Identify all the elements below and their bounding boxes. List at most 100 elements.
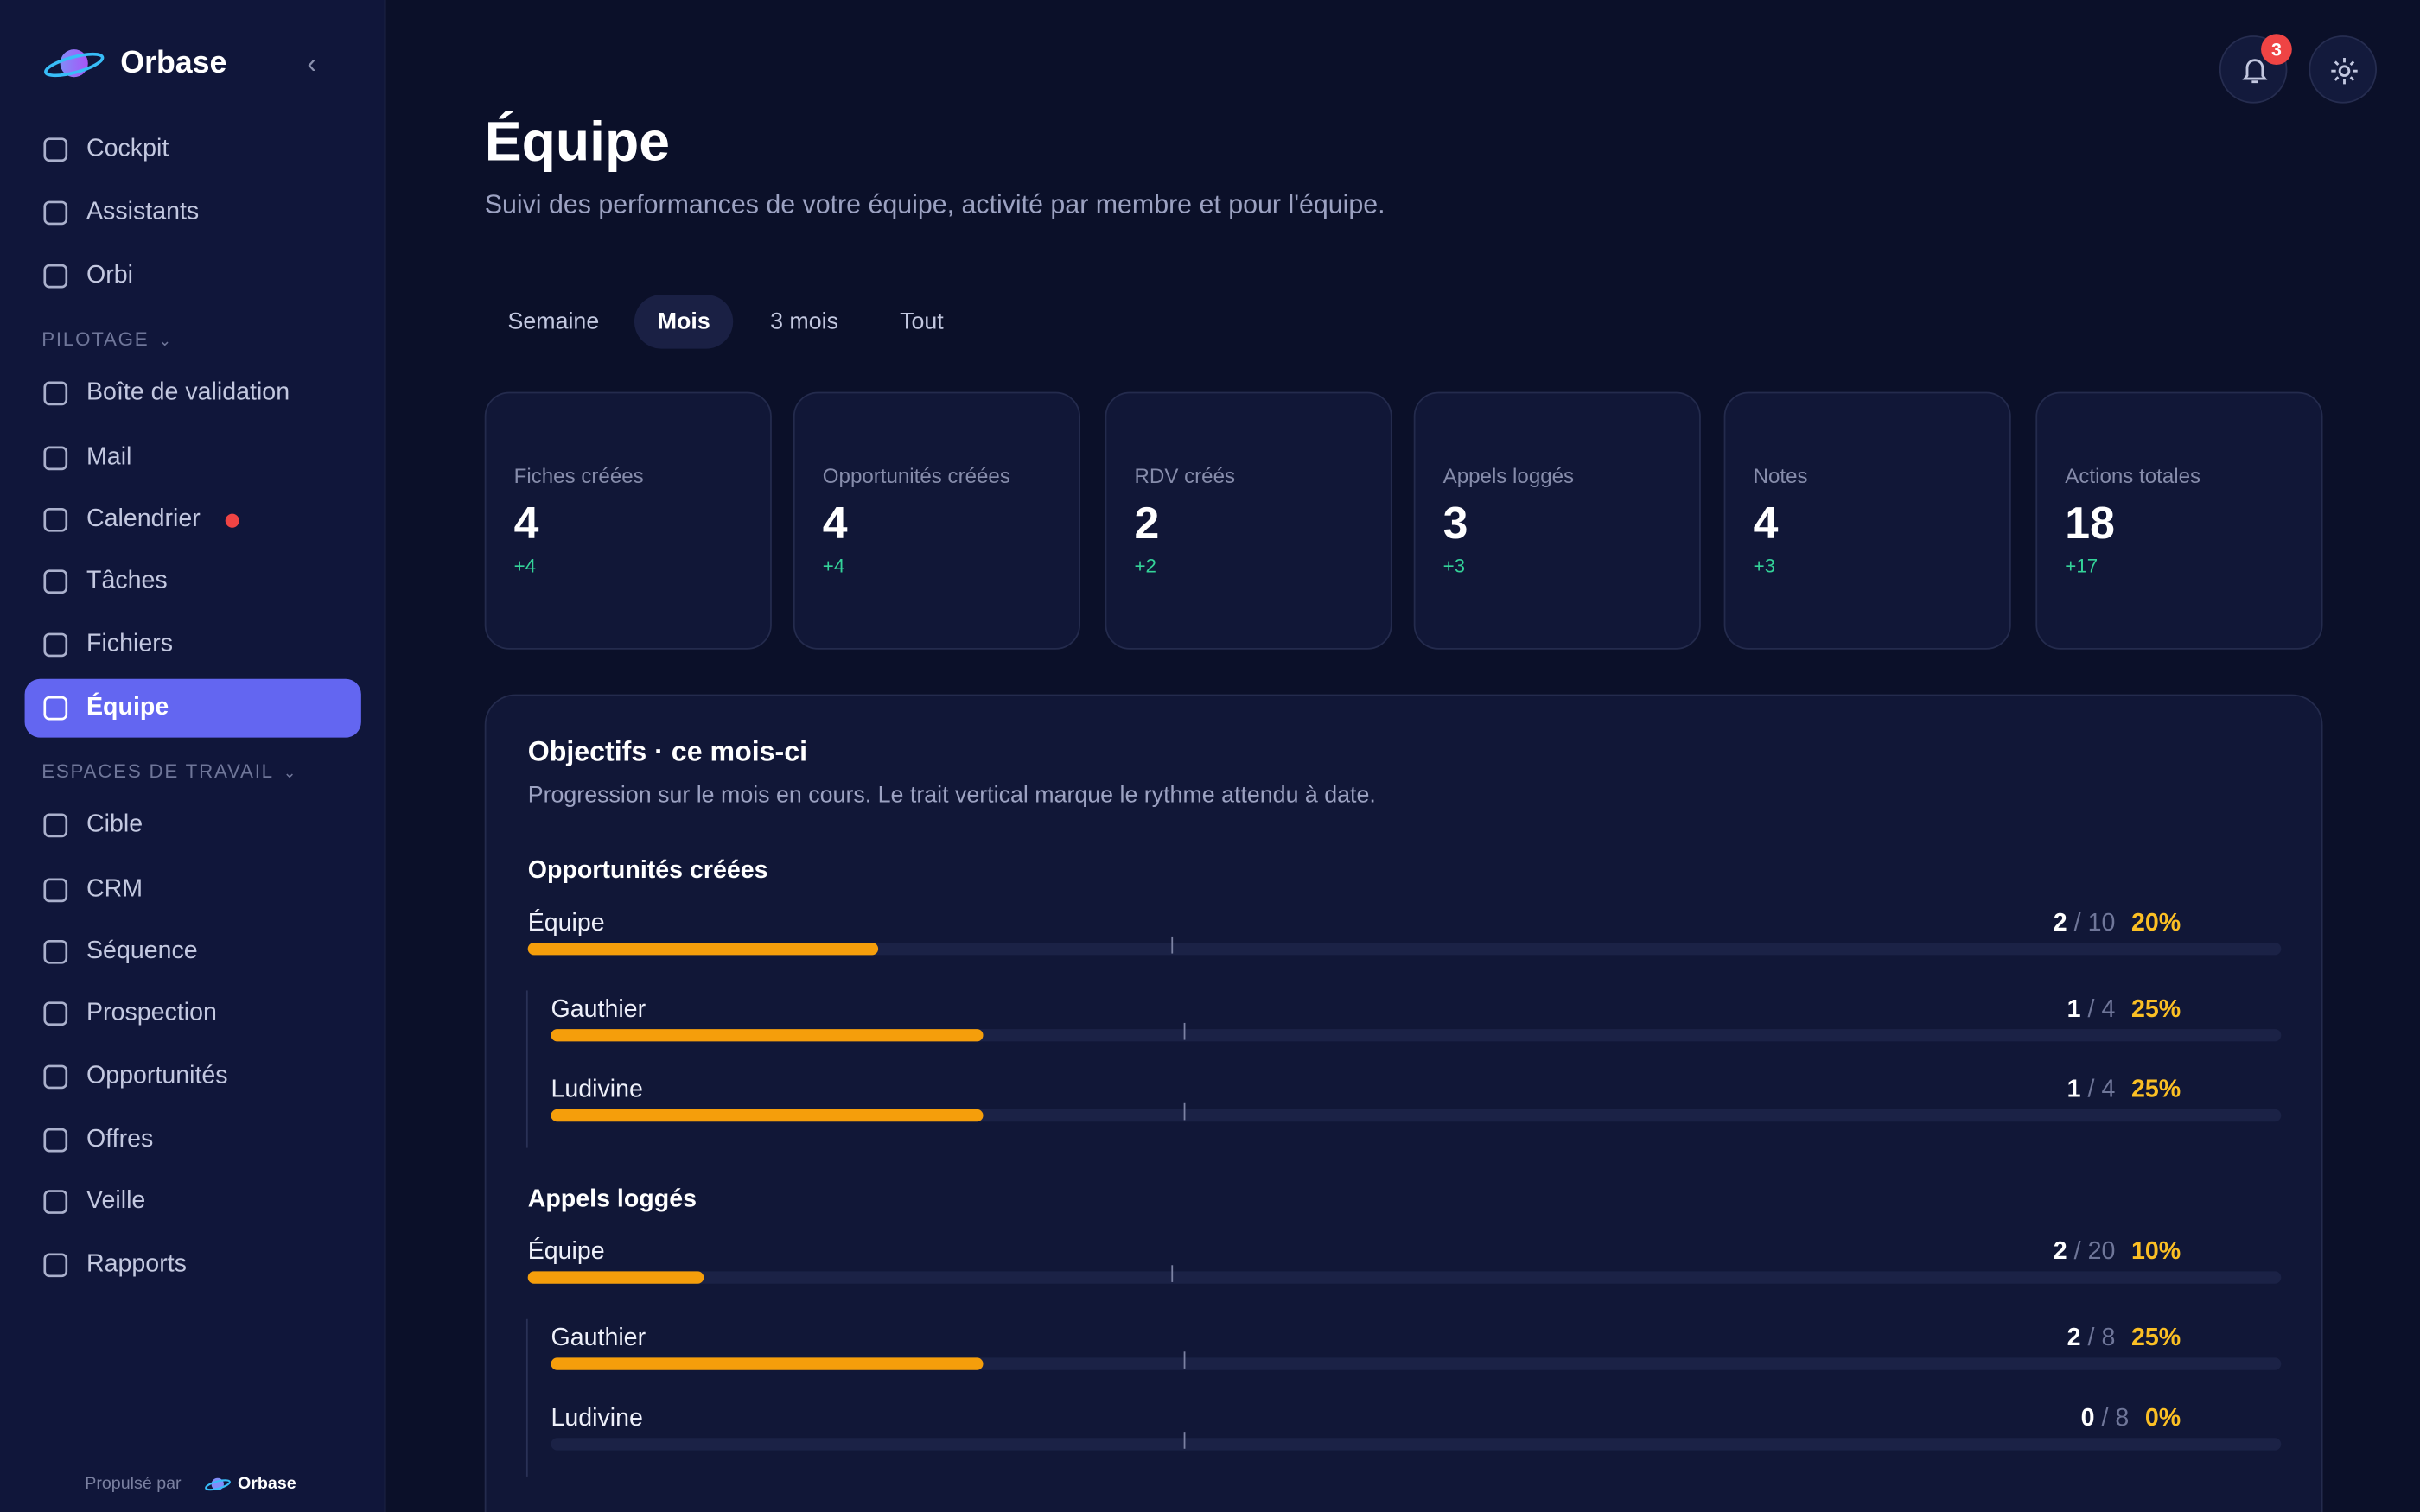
- tab[interactable]: Tout: [900, 308, 944, 335]
- row-progress: 0 / 8 0%: [2081, 1403, 2181, 1434]
- pace-marker: [1171, 936, 1174, 954]
- nav-item[interactable]: Cible: [86, 811, 143, 838]
- nav-icon: [43, 381, 68, 406]
- progress-value: 0: [2080, 1404, 2095, 1432]
- progress-percent: 25%: [2131, 996, 2181, 1023]
- pace-marker: [1183, 1351, 1186, 1369]
- stat-label: Opportunités créées: [822, 464, 1010, 488]
- nav-icon: [43, 1064, 68, 1090]
- progress-fill: [551, 1357, 984, 1370]
- nav-icon: [43, 939, 68, 964]
- page-title: Équipe: [484, 109, 671, 173]
- stat-card: Actions totales 18 +17: [2035, 391, 2323, 650]
- progress-percent: 10%: [2131, 1238, 2181, 1266]
- progress-percent: 20%: [2131, 910, 2181, 937]
- footer-brand: Orbase: [237, 1475, 296, 1494]
- stat-value: 18: [2065, 499, 2115, 550]
- nav-item[interactable]: Fichiers: [86, 631, 174, 658]
- nav-item[interactable]: Offres: [86, 1126, 154, 1153]
- progress-value: 1: [2067, 1076, 2081, 1102]
- nav-icon: [43, 878, 68, 903]
- brand: Orbase: [120, 46, 227, 80]
- nav-item[interactable]: Veille: [86, 1187, 146, 1215]
- progress-separator: /: [2087, 996, 2095, 1023]
- nav-item[interactable]: Boîte de validation: [86, 379, 290, 406]
- nav-item[interactable]: Orbi: [86, 262, 133, 289]
- pace-marker: [1183, 1431, 1186, 1448]
- stat-label: RDV créés: [1134, 464, 1236, 488]
- objectives-description: Progression sur le mois en cours. Le tra…: [527, 782, 1376, 809]
- row-label: Gauthier: [551, 996, 646, 1023]
- nav-icon: [43, 137, 68, 162]
- progress-separator: /: [2087, 1325, 2095, 1352]
- collapse-button[interactable]: ‹: [307, 48, 317, 79]
- nav-item[interactable]: Rapports: [86, 1251, 187, 1278]
- progress-value: 1: [2067, 996, 2081, 1023]
- member-rule: [525, 990, 528, 1148]
- nav-item[interactable]: CRM: [86, 876, 143, 903]
- nav-item[interactable]: Séquence: [86, 937, 198, 965]
- pace-marker: [1183, 1022, 1186, 1040]
- chevron: ⌄: [158, 333, 173, 351]
- progress-target: 4: [2101, 1076, 2116, 1102]
- progress-track: [551, 1351, 2282, 1370]
- nav-item[interactable]: Prospection: [86, 1000, 217, 1026]
- stat-delta: +3: [1753, 555, 1776, 577]
- objectives-panel: Objectifs · ce mois-ci Progression sur l…: [484, 694, 2323, 1512]
- nav-item[interactable]: Mail: [86, 444, 132, 471]
- sidebar: Orbase ‹ Cockpit Assistants Orbi PILOTAGE ⌄ B…: [0, 0, 386, 1512]
- progress-fill: [551, 1109, 984, 1121]
- progress-track: [527, 936, 2282, 956]
- stat-delta: +17: [2065, 555, 2098, 577]
- progress-separator: /: [2073, 910, 2081, 937]
- nav-item[interactable]: Cockpit: [86, 136, 169, 162]
- nav-icon: [43, 446, 68, 471]
- nav-section[interactable]: PILOTAGE ⌄: [41, 328, 173, 351]
- settings-button[interactable]: [2309, 35, 2377, 104]
- progress-target: 8: [2115, 1404, 2130, 1432]
- nav-icon: [43, 1128, 68, 1153]
- chevron: ⌄: [283, 765, 298, 783]
- nav-item[interactable]: Tâches: [86, 568, 168, 594]
- nav-icon: [43, 264, 68, 289]
- stat-value: 3: [1442, 499, 1468, 550]
- group-title: Appels loggés: [527, 1186, 697, 1213]
- nav-item[interactable]: Opportunités: [86, 1063, 228, 1090]
- nav-item[interactable]: Calendrier: [86, 505, 201, 533]
- active-highlight: [24, 678, 361, 738]
- tab[interactable]: Semaine: [507, 308, 600, 335]
- nav-icon: [43, 1001, 68, 1026]
- page-subtitle: Suivi des performances de votre équipe, …: [484, 189, 1385, 219]
- tab[interactable]: 3 mois: [770, 308, 838, 335]
- stat-delta: +3: [1442, 555, 1466, 577]
- stat-delta: +2: [1134, 555, 1156, 577]
- progress-target: 10: [2087, 910, 2116, 937]
- alert-dot: [225, 513, 239, 528]
- member-rule: [525, 1318, 528, 1477]
- row-progress: 1 / 4 25%: [2067, 1075, 2181, 1106]
- nav-item[interactable]: Assistants: [86, 199, 200, 226]
- progress-value: 2: [2053, 1238, 2067, 1266]
- logo: [44, 49, 105, 78]
- tab[interactable]: Mois: [634, 295, 734, 349]
- stat-card: Opportunités créées 4 +4: [793, 391, 1080, 650]
- row-label: Équipe: [527, 1238, 605, 1266]
- nav-item[interactable]: Équipe: [86, 694, 169, 721]
- stat-label: Appels loggés: [1442, 464, 1575, 488]
- stat-delta: +4: [822, 555, 845, 577]
- progress-track: [551, 1022, 2282, 1042]
- progress-percent: 0%: [2144, 1404, 2181, 1432]
- footer-logo: [205, 1477, 231, 1491]
- notification-button[interactable]: 3: [2219, 34, 2292, 104]
- row-progress: 1 / 4 25%: [2067, 995, 2181, 1026]
- stat-card: Fiches créées 4 +4: [484, 391, 772, 650]
- progress-track: [527, 1265, 2282, 1284]
- nav-icon: [43, 507, 68, 532]
- nav-section[interactable]: ESPACES DE TRAVAIL ⌄: [41, 760, 298, 783]
- stat-value: 4: [1753, 499, 1779, 550]
- stat-card: RDV créés 2 +2: [1105, 391, 1392, 650]
- nav-icon: [43, 569, 68, 594]
- powered-by: Propulsé par: [85, 1475, 182, 1494]
- stat-value: 4: [513, 499, 539, 550]
- progress-track: [551, 1431, 2282, 1450]
